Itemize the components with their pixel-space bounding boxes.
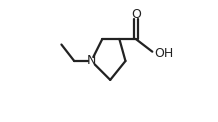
Text: OH: OH [154, 47, 173, 60]
Text: O: O [131, 8, 141, 20]
Text: N: N [87, 55, 96, 67]
